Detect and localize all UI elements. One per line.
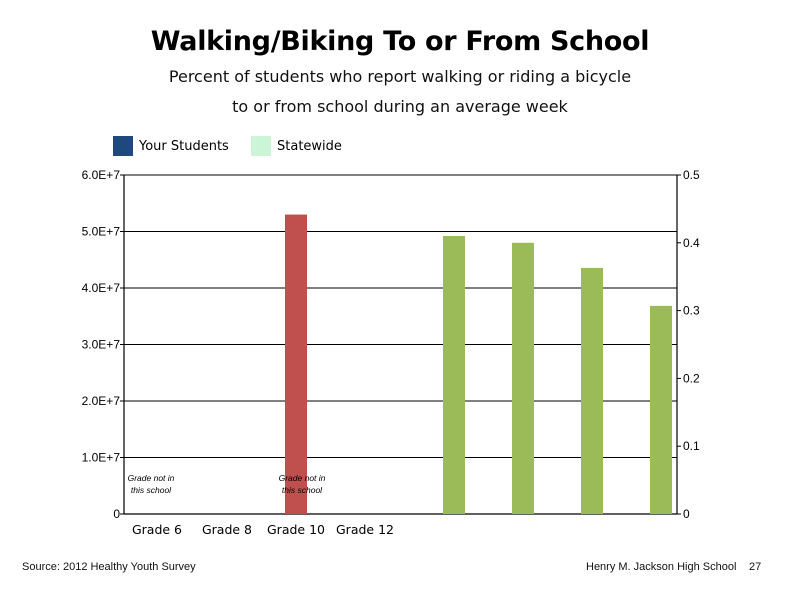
legend-item-your-students: Your Students <box>113 136 229 156</box>
left-axis-tick-label: 2.0E+7 <box>82 394 121 408</box>
left-axis-tick-label: 1.0E+7 <box>82 451 121 465</box>
bar-left-axis-series <box>285 214 307 515</box>
legend-swatch-your-students <box>113 136 133 156</box>
right-axis-tick-label: 0 <box>683 507 690 521</box>
bar-right-axis-series <box>512 242 534 515</box>
bar-right-axis-series <box>650 305 672 514</box>
x-axis-category-label: Grade 8 <box>202 522 252 537</box>
school-name: Henry M. Jackson High School <box>586 561 737 573</box>
chart-title: Walking/Biking To or From School <box>150 26 650 57</box>
left-axis-tick-label: 6.0E+7 <box>82 168 121 182</box>
left-axis-tick-label: 4.0E+7 <box>82 281 121 295</box>
page-number: 27 <box>749 561 762 573</box>
bar-right-axis-series <box>581 267 603 514</box>
legend-label-your-students: Your Students <box>139 138 229 154</box>
right-axis-tick-label: 0.2 <box>683 371 700 385</box>
left-axis-tick-label: 0 <box>113 507 120 521</box>
right-axis-tick-label: 0.3 <box>683 304 700 318</box>
grade-not-in-school-note: Grade not in <box>279 473 326 483</box>
left-axis-tick-label: 3.0E+7 <box>82 338 121 352</box>
legend-swatch-statewide <box>251 136 271 156</box>
chart-subtitle-line-1: Percent of students who report walking o… <box>168 67 632 86</box>
right-axis-tick-label: 0.1 <box>683 439 700 453</box>
grade-not-in-school-note: this school <box>131 485 172 495</box>
right-axis-tick-label: 0.5 <box>683 168 700 182</box>
source-note: Source: 2012 Healthy Youth Survey <box>22 561 196 573</box>
legend-label-statewide: Statewide <box>277 138 342 154</box>
legend-item-statewide: Statewide <box>251 136 342 156</box>
x-axis-category-label: Grade 6 <box>132 522 182 537</box>
bar-right-axis-series <box>443 236 465 514</box>
right-axis-tick-label: 0.4 <box>683 236 700 250</box>
chart-subtitle-line-2: to or from school during an average week <box>232 97 568 116</box>
x-axis-category-label: Grade 12 <box>336 522 394 537</box>
grade-not-in-school-note: this school <box>282 485 323 495</box>
x-axis-category-label: Grade 10 <box>267 522 325 537</box>
left-axis-tick-label: 5.0E+7 <box>82 225 121 239</box>
grade-not-in-school-note: Grade not in <box>128 473 175 483</box>
